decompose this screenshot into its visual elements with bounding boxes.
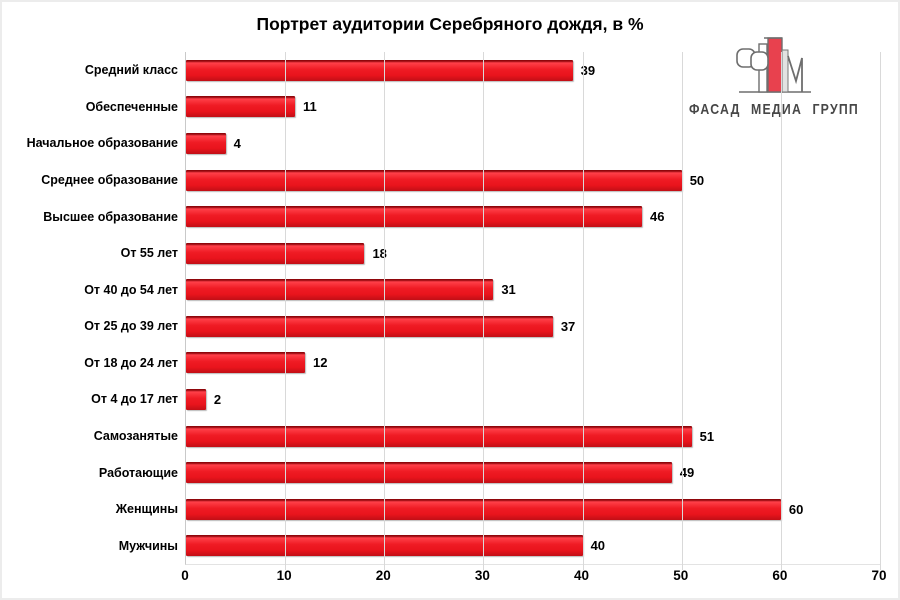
x-axis-tick-label: 10 <box>276 568 292 583</box>
gridline <box>681 52 683 570</box>
category-label: Работающие <box>98 465 178 480</box>
bar <box>186 96 296 118</box>
bar <box>186 169 682 191</box>
bar-row: 46 <box>186 198 880 235</box>
logo-mark-icon <box>736 37 811 93</box>
category-label: Начальное образование <box>26 136 178 151</box>
category-label: От 25 до 39 лет <box>84 319 178 334</box>
bar <box>186 279 494 301</box>
bar-row: 4 <box>186 125 880 162</box>
category-label: От 4 до 17 лет <box>91 392 178 407</box>
bar-value-label: 12 <box>312 355 328 371</box>
bar-row: 18 <box>186 235 880 272</box>
gridline <box>384 52 386 570</box>
category-label: Мужчины <box>118 538 178 553</box>
bar-value-label: 51 <box>699 428 715 444</box>
bar-row: 11 <box>186 89 880 126</box>
category-label: Средний класс <box>84 63 178 78</box>
bar-value-label: 50 <box>689 172 705 188</box>
category-label: От 55 лет <box>120 246 178 261</box>
x-axis-tick-label: 40 <box>574 568 590 583</box>
bar-value-label: 37 <box>560 318 576 334</box>
bar-value-label: 18 <box>372 245 387 261</box>
bar <box>186 388 206 410</box>
logo-text: ФАСАД МЕДИА ГРУПП <box>689 101 859 118</box>
bar <box>186 59 573 81</box>
bar-row: 49 <box>186 454 880 491</box>
gridline <box>483 52 485 570</box>
bar-value-label: 40 <box>590 538 606 554</box>
gridline <box>582 52 584 570</box>
gridline <box>780 52 782 570</box>
bar-row: 60 <box>186 491 880 528</box>
bar <box>186 206 643 228</box>
bar-row: 39 <box>186 52 880 89</box>
bar <box>186 352 305 374</box>
category-label: От 18 до 24 лет <box>84 355 178 370</box>
company-logo: ФАСАД МЕДИА ГРУПП <box>664 34 884 118</box>
gridline <box>880 52 881 570</box>
bar-row: 51 <box>186 418 880 455</box>
bar-value-label: 31 <box>501 282 516 298</box>
bar-value-label: 60 <box>788 501 804 517</box>
x-axis: 0 10 20 30 40 50 60 70 <box>181 568 886 590</box>
bar-value-label: 4 <box>233 135 241 151</box>
x-axis-tick-label: 70 <box>871 568 887 583</box>
x-axis-tick-label: 60 <box>772 568 788 583</box>
bar-value-label: 11 <box>303 99 317 115</box>
bar-value-label: 49 <box>679 465 695 481</box>
bar-value-label: 39 <box>580 62 596 78</box>
plot-area: 39 11 4 50 46 18 31 37 12 2 51 49 60 40 <box>185 52 881 570</box>
bar-row: 2 <box>186 381 880 418</box>
bar <box>186 132 226 154</box>
x-axis-tick-label: 20 <box>375 568 391 583</box>
bar-row: 50 <box>186 162 880 199</box>
bar <box>186 242 365 264</box>
category-label: Высшее образование <box>43 209 178 224</box>
category-label: Обеспеченные <box>85 99 178 114</box>
gridline <box>285 52 287 570</box>
bar-row: 40 <box>186 528 880 565</box>
bar-rows: 39 11 4 50 46 18 31 37 12 2 51 49 60 40 <box>186 52 880 564</box>
bar-value-label: 46 <box>650 209 665 225</box>
category-label: От 40 до 54 лет <box>84 282 178 297</box>
bar <box>186 315 553 337</box>
bar-row: 12 <box>186 345 880 382</box>
bar-row: 37 <box>186 308 880 345</box>
y-axis-category-labels: Средний класс Обеспеченные Начальное образ… <box>2 52 178 564</box>
x-axis-tick-label: 0 <box>181 568 189 583</box>
category-label: Среднее образование <box>41 173 178 188</box>
bar <box>186 462 672 484</box>
category-label: Самозанятые <box>93 429 178 444</box>
x-axis-tick-label: 50 <box>673 568 689 583</box>
category-label: Женщины <box>115 502 178 517</box>
bar-row: 31 <box>186 271 880 308</box>
bar <box>186 425 692 447</box>
bar-value-label: 2 <box>213 391 222 407</box>
x-axis-tick-label: 30 <box>474 568 490 583</box>
chart-title: Портрет аудитории Серебряного дождя, в % <box>256 14 644 34</box>
